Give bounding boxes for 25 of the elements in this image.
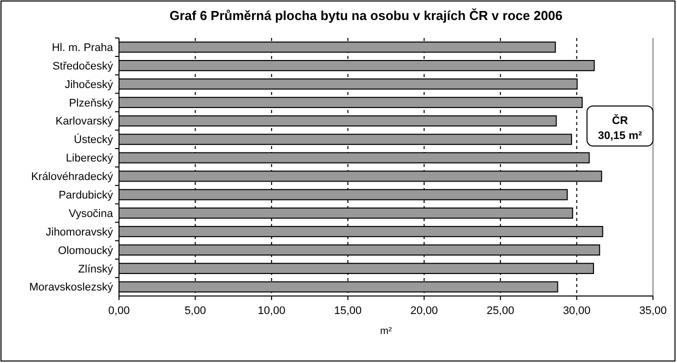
y-tick-label: Karlovarský	[56, 116, 114, 128]
y-tick-label: Plzeňský	[68, 97, 114, 110]
y-tick-label: Ústecký	[74, 133, 114, 146]
y-tick-label: Hl. m. Praha	[52, 42, 114, 54]
y-tick-label: Pardubický	[58, 190, 114, 202]
x-tick-label: 30,00	[562, 305, 590, 317]
y-tick-label: Zlínský	[78, 263, 114, 276]
x-tick-label: 35,00	[639, 305, 667, 317]
y-tick-label: Olomoucký	[58, 244, 114, 257]
x-tick-label: 20,00	[410, 305, 438, 317]
x-tick-label: 15,00	[334, 305, 362, 317]
y-tick-label: Liberecký	[66, 152, 114, 165]
x-tick-label: 0,00	[108, 305, 130, 317]
y-tick-label: Moravskoslezský	[29, 282, 114, 294]
y-tick-label: Jihočeský	[64, 78, 114, 91]
y-tick-label: Vysočina	[68, 208, 114, 220]
y-tick-label: Královéhradecký	[31, 171, 114, 184]
y-tick-label: Jihomoravský	[46, 226, 114, 238]
x-axis-title: m²	[380, 326, 392, 337]
y-tick-label: Středočeský	[52, 60, 114, 72]
chart-title: Graf 6 Průměrná plocha bytu na osobu v krajích ČR v roce 2006	[169, 8, 563, 23]
x-tick-label: 10,00	[258, 305, 286, 317]
x-tick-label: 5,00	[184, 305, 206, 317]
annotation: ČR 30,15 m²	[598, 114, 642, 142]
x-tick-label: 25,00	[486, 305, 514, 317]
